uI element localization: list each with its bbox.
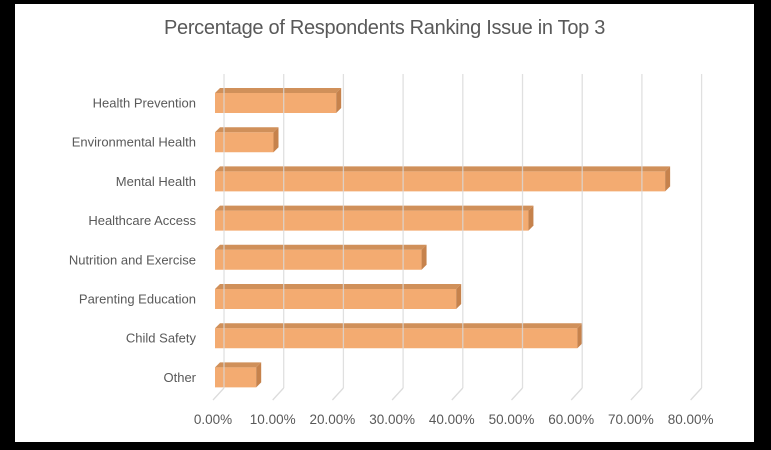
gridline-floor-tick — [570, 387, 583, 401]
bar-parenting-education — [215, 284, 462, 309]
bar-front-face — [215, 367, 257, 388]
gridline-floor-tick — [630, 387, 643, 401]
x-axis-tick-label: 50.00% — [489, 412, 535, 427]
bar-side-face — [336, 88, 342, 113]
x-axis-tick-label: 30.00% — [369, 412, 415, 427]
bar-top-face — [215, 88, 342, 93]
category-label-child-safety: Child Safety — [126, 331, 197, 346]
bar-side-face — [421, 244, 427, 270]
bar-top-face — [215, 284, 462, 289]
category-label-health-prevention: Health Prevention — [93, 96, 196, 111]
bar-mental-health — [215, 166, 671, 192]
gridline-floor-tick — [272, 387, 285, 401]
bar-front-face — [215, 210, 529, 231]
bar-front-face — [215, 171, 666, 192]
bar-front-face — [215, 289, 457, 309]
x-axis-tick-label: 0.00% — [194, 412, 232, 427]
bar-top-face — [215, 205, 534, 211]
bar-health-prevention — [215, 88, 342, 113]
bar-top-face — [215, 166, 671, 172]
gridline-floor-tick — [212, 387, 225, 401]
bar-top-face — [215, 362, 262, 368]
x-axis-tick-label: 20.00% — [310, 412, 356, 427]
gridline-floor-tick — [511, 387, 523, 401]
bar-side-face — [273, 127, 279, 153]
category-label-mental-health: Mental Health — [116, 174, 196, 189]
gridline-floor-tick — [331, 387, 344, 401]
bar-environmental-health — [215, 127, 279, 153]
bar-top-face — [215, 127, 279, 133]
gridline-floor-tick — [391, 387, 404, 401]
bar-side-face — [256, 362, 262, 388]
category-label-healthcare-access: Healthcare Access — [88, 213, 196, 228]
bar-front-face — [215, 249, 422, 270]
category-label-environmental-health: Environmental Health — [72, 135, 196, 150]
category-label-parenting-education: Parenting Education — [79, 292, 196, 307]
bar-side-face — [456, 284, 462, 309]
x-axis-tick-label: 40.00% — [429, 412, 475, 427]
chart-canvas: Percentage of Respondents Ranking Issue … — [15, 4, 754, 442]
chart-title: Percentage of Respondents Ranking Issue … — [163, 17, 606, 39]
bar-healthcare-access — [215, 205, 534, 231]
bar-chart-plot: 0.00% 10.00% 20.00% 30.00% 40.00% 50.00% 60.00… — [69, 74, 714, 427]
bar-front-face — [215, 328, 578, 349]
bar-top-face — [215, 244, 427, 250]
bar-side-face — [528, 205, 534, 231]
bar-front-face — [215, 93, 337, 113]
x-axis-tick-label: 60.00% — [548, 412, 594, 427]
x-axis-tick-label: 10.00% — [250, 412, 296, 427]
x-axis-tick-label: 80.00% — [668, 412, 714, 427]
gridline-floor-tick — [690, 387, 703, 401]
bar-side-face — [577, 323, 583, 349]
bar-nutrition-and-exercise — [215, 244, 427, 270]
bar-top-face — [215, 323, 583, 329]
category-label-other: Other — [163, 370, 196, 385]
bar-child-safety — [215, 323, 583, 349]
bar-other — [215, 362, 262, 388]
bar-front-face — [215, 132, 274, 153]
bar-side-face — [665, 166, 671, 192]
category-label-nutrition-and-exercise: Nutrition and Exercise — [69, 252, 196, 267]
x-axis-tick-label: 70.00% — [608, 412, 654, 427]
gridline-floor-tick — [451, 387, 464, 401]
